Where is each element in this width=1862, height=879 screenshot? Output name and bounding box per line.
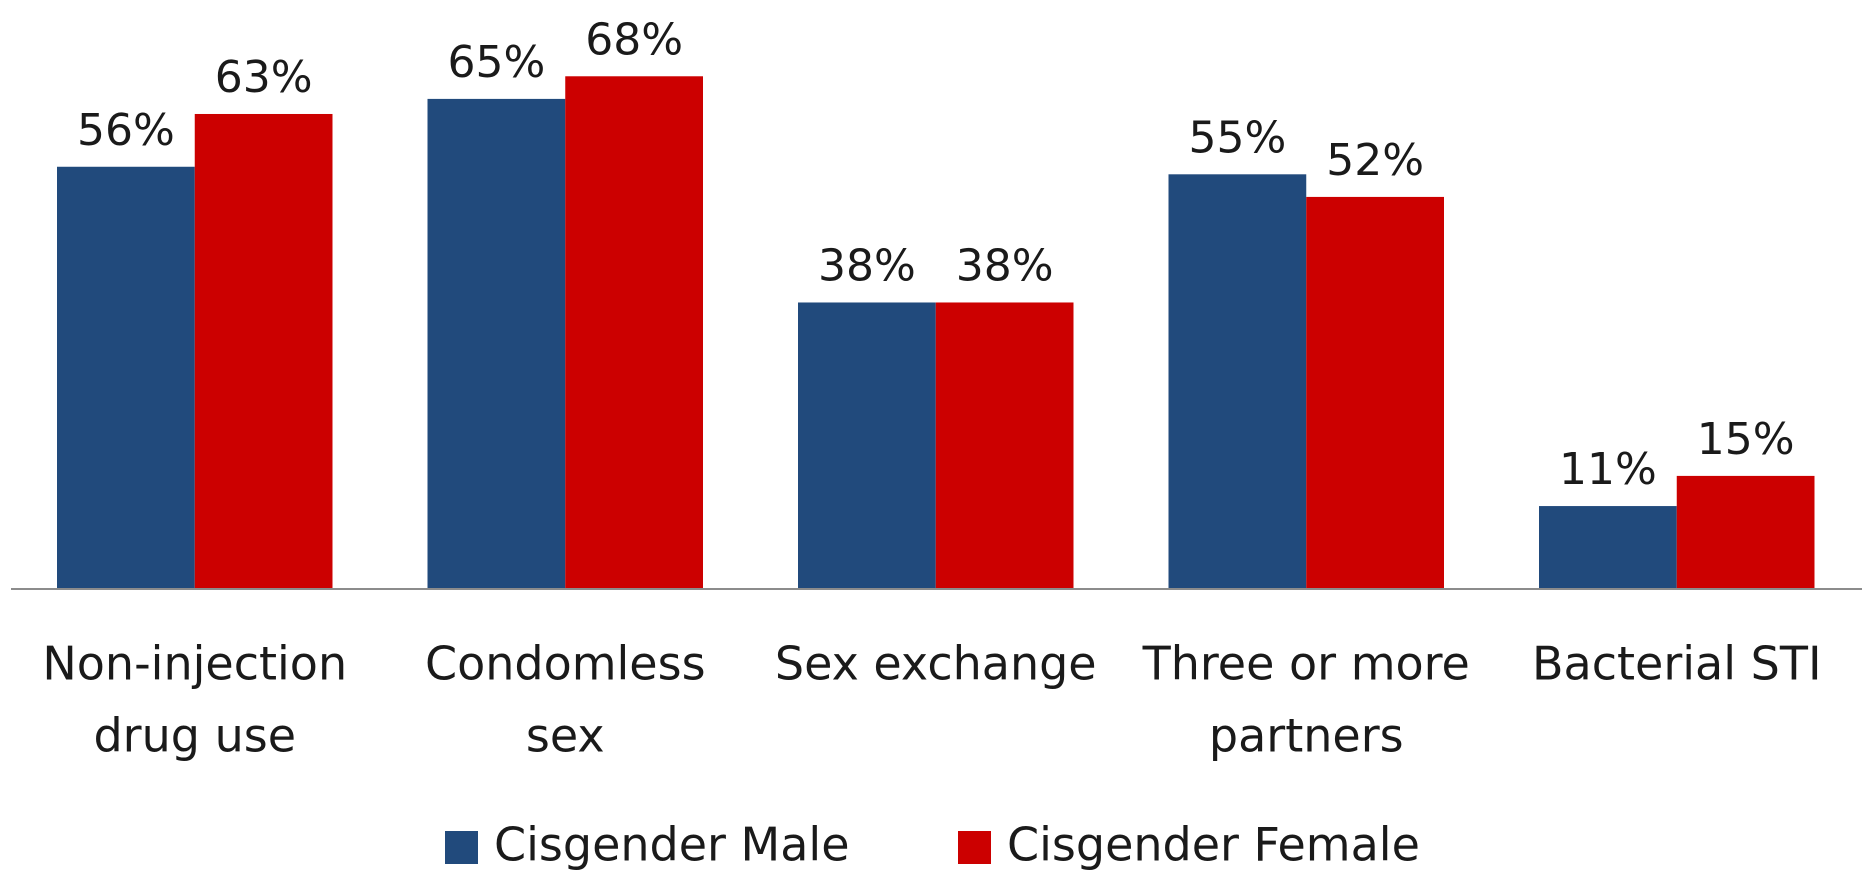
bar	[194, 113, 333, 589]
bar	[798, 302, 936, 589]
legend: Cisgender Male Cisgender Female	[445, 818, 1420, 872]
bar	[935, 302, 1074, 589]
x-tick-label: Three or more	[1142, 637, 1470, 691]
value-label: 38%	[956, 240, 1054, 291]
value-label: 65%	[447, 37, 545, 88]
x-tick-label: sex	[526, 709, 605, 763]
value-label: 52%	[1326, 135, 1424, 186]
value-label: 56%	[77, 105, 175, 156]
value-label: 11%	[1559, 444, 1657, 495]
legend-label: Cisgender Female	[1007, 818, 1420, 872]
value-label: 55%	[1188, 112, 1286, 163]
legend-swatch	[958, 831, 991, 864]
value-label: 15%	[1697, 414, 1795, 465]
x-tick-label: Sex exchange	[775, 637, 1097, 691]
value-label: 68%	[585, 14, 683, 65]
bar	[1168, 174, 1307, 590]
value-label: 38%	[818, 240, 916, 291]
x-tick-label: Non-injection	[42, 637, 347, 691]
bar	[1539, 506, 1677, 589]
bar	[427, 98, 566, 590]
bar	[1676, 475, 1815, 589]
bar	[565, 76, 703, 589]
bar	[1306, 196, 1444, 590]
bar	[57, 166, 195, 589]
x-tick-label: drug use	[93, 709, 296, 763]
legend-label: Cisgender Male	[494, 818, 850, 872]
legend-swatch	[445, 831, 478, 864]
x-tick-label: partners	[1209, 709, 1404, 763]
x-tick-label: Condomless	[425, 637, 706, 691]
x-tick-label: Bacterial STI	[1532, 637, 1822, 691]
value-label: 63%	[215, 52, 313, 103]
